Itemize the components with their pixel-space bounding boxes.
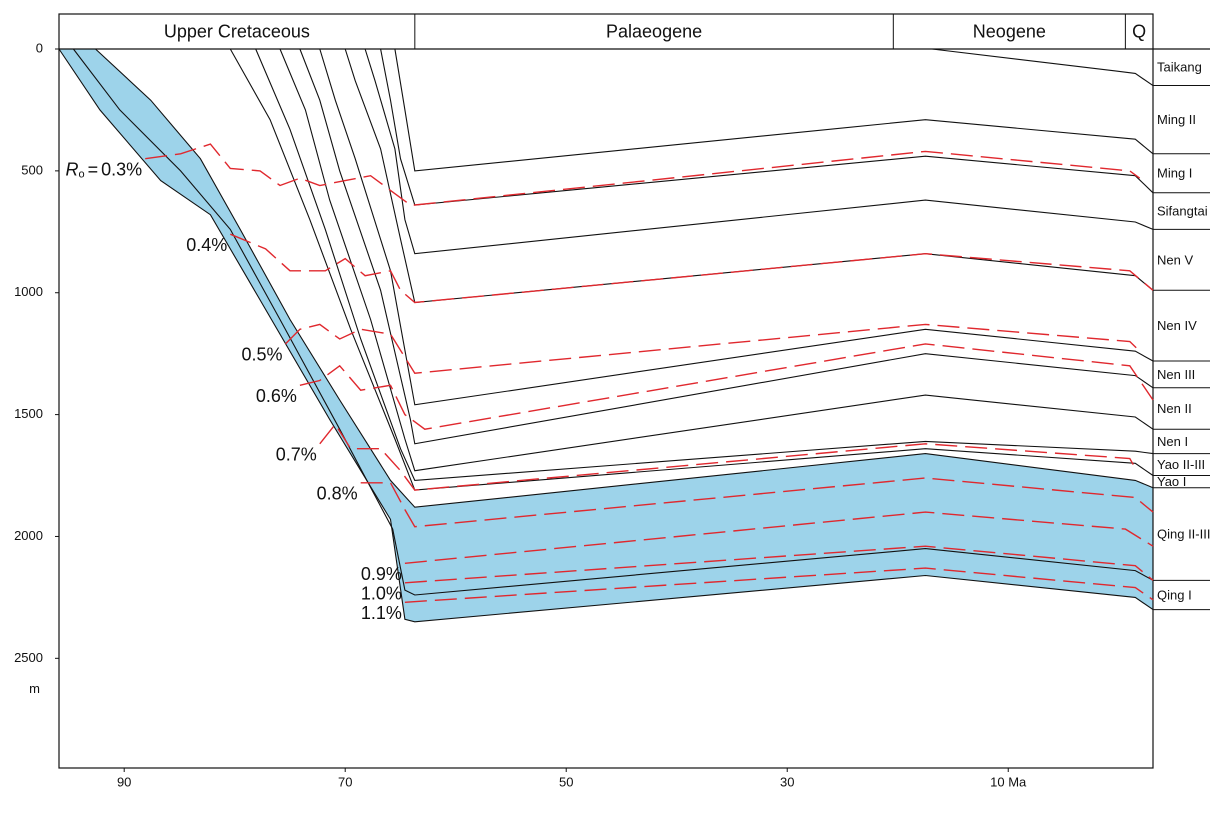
ro-label: 0.5% bbox=[242, 345, 283, 365]
ro-isoline bbox=[360, 477, 1154, 528]
burial-curve bbox=[255, 48, 1154, 481]
ro-isoline bbox=[404, 567, 1154, 603]
formation-label: Qing II-III bbox=[1157, 526, 1210, 541]
burial-curve bbox=[95, 48, 1154, 508]
formation-label: Nen II bbox=[1157, 401, 1192, 416]
burial-curve bbox=[344, 48, 1154, 304]
ro-symbol: R bbox=[66, 159, 79, 179]
ro-isoline bbox=[299, 343, 1154, 430]
ro-equals: = bbox=[88, 159, 99, 179]
x-tick-label: 90 bbox=[117, 774, 131, 789]
burial-curve bbox=[279, 48, 1154, 472]
formation-label: Yao II-III bbox=[1157, 457, 1205, 472]
fill-layer bbox=[59, 49, 1153, 622]
text-layer: Upper Cretaceous Palaeogene Neogene Q 0 500 10… bbox=[14, 21, 1210, 789]
x-tick-label: 10 Ma bbox=[990, 774, 1027, 789]
ro-isoline bbox=[230, 233, 1154, 304]
formation-label: Qing I bbox=[1157, 587, 1192, 602]
burial-curve bbox=[229, 48, 1154, 491]
period-label: Q bbox=[1132, 21, 1146, 41]
burial-curve bbox=[931, 48, 1154, 87]
formation-label: Sifangtai bbox=[1157, 204, 1208, 219]
y-tick-label: 1000 bbox=[14, 284, 43, 299]
ro-label: 1.1% bbox=[361, 603, 402, 623]
formation-label: Ming I bbox=[1157, 166, 1192, 181]
formation-label: Taikang bbox=[1157, 60, 1202, 75]
period-label: Neogene bbox=[973, 21, 1046, 41]
y-tick-label: 2500 bbox=[14, 650, 43, 665]
formation-label: Nen IV bbox=[1157, 318, 1197, 333]
ro-isoline bbox=[285, 323, 1141, 374]
ro-label: 0.4% bbox=[186, 235, 227, 255]
ro-label: 0.9% bbox=[361, 564, 402, 584]
ro-isoline bbox=[404, 511, 1154, 564]
burial-curve bbox=[58, 48, 1154, 623]
ro-isoline bbox=[404, 545, 1154, 584]
formation-label: Ming II bbox=[1157, 112, 1196, 127]
ro-value: 0.3% bbox=[101, 159, 142, 179]
formation-label: Nen V bbox=[1157, 252, 1193, 267]
burial-curve bbox=[364, 48, 1154, 255]
x-tick-label: 70 bbox=[338, 774, 352, 789]
y-axis-unit: m bbox=[29, 681, 40, 696]
x-tick-label: 50 bbox=[559, 774, 573, 789]
y-tick-label: 0 bbox=[36, 40, 43, 55]
formation-label: Yao I bbox=[1157, 474, 1186, 489]
y-tick-label: 2000 bbox=[14, 528, 43, 543]
shaded-unit bbox=[59, 49, 1153, 622]
ro-label: 1.0% bbox=[361, 584, 402, 604]
x-tick-label: 30 bbox=[780, 774, 794, 789]
plot-frame bbox=[58, 13, 1154, 769]
ro-label: 0.6% bbox=[256, 386, 297, 406]
ro-label: 0.7% bbox=[276, 445, 317, 465]
ro-label: Ro = 0.3% bbox=[66, 159, 143, 180]
ro-label: 0.8% bbox=[317, 484, 358, 504]
y-tick-label: 500 bbox=[21, 162, 43, 177]
burial-curve bbox=[394, 48, 1154, 172]
ro-isoline bbox=[319, 423, 1136, 491]
ro-subscript: o bbox=[79, 169, 85, 181]
formation-label: Nen III bbox=[1157, 367, 1195, 382]
burial-curve bbox=[319, 48, 1154, 406]
ro-isoline bbox=[145, 143, 1141, 206]
line-layer bbox=[55, 13, 1210, 772]
period-label: Palaeogene bbox=[606, 21, 702, 41]
burial-curve bbox=[380, 48, 1154, 206]
formation-label: Nen I bbox=[1157, 434, 1188, 449]
period-label: Upper Cretaceous bbox=[164, 21, 310, 41]
burial-curve bbox=[299, 48, 1154, 445]
y-tick-label: 1500 bbox=[14, 406, 43, 421]
